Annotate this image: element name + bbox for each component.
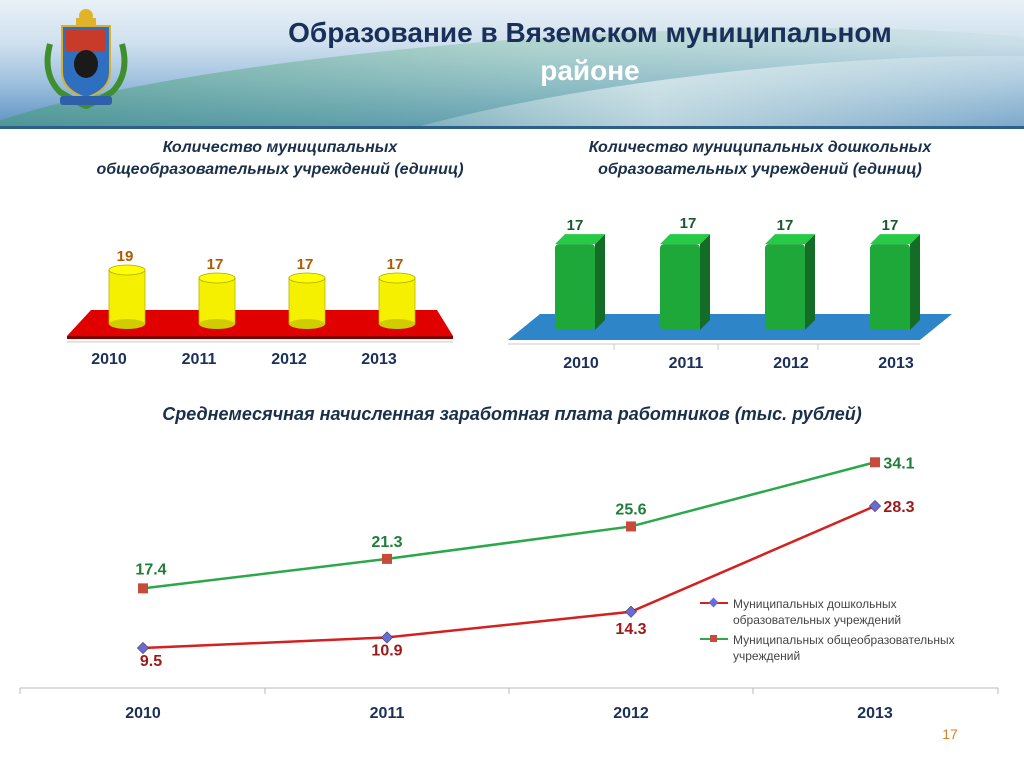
legend-label-1b: образовательных учреждений — [733, 613, 902, 627]
title-line-2: районе — [540, 55, 640, 86]
chart-1-tick-label: 2012 — [271, 351, 307, 368]
chart-3-data-label: 25.6 — [615, 501, 646, 518]
chart-2-data-label: 17 — [680, 215, 697, 232]
chart-3-point — [868, 500, 882, 513]
chart-1-bar-top — [108, 264, 146, 276]
chart-1-data-label: 17 — [387, 256, 404, 273]
chart-2-tick-label: 2010 — [563, 355, 599, 372]
chart-2-bar-side — [700, 234, 710, 330]
chart-3-point — [138, 583, 148, 594]
page-title: Образование в Вяземском муниципальном ра… — [180, 14, 1000, 90]
chart-1-data-label: 17 — [297, 256, 314, 273]
chart-3-data-label: 9.5 — [140, 653, 162, 670]
chart-1-bar-top — [378, 272, 416, 284]
chart-2-bar — [765, 234, 815, 330]
chart-1-bar — [198, 272, 236, 329]
coat-of-arms-icon — [44, 9, 128, 110]
chart-1-data-label: 17 — [207, 256, 224, 273]
chart-1-bar — [288, 272, 326, 329]
chart-1-data-label: 19 — [117, 248, 134, 265]
chart-3-tick-label: 2011 — [370, 705, 405, 722]
chart-2-bar-front — [555, 244, 595, 330]
chart-3-data-label: 28.3 — [883, 499, 914, 516]
chart-2-bar-front — [765, 244, 805, 330]
chart-2-bar-top — [555, 234, 605, 245]
legend-label-1a: Муниципальных дошкольных — [733, 597, 897, 611]
chart-3-point — [870, 457, 880, 468]
title-line-1: Образование в Вяземском муниципальном — [288, 17, 892, 48]
chart-3-data-label: 21.3 — [371, 534, 402, 551]
header-banner — [0, 0, 1024, 126]
chart-2-tick-label: 2013 — [878, 355, 914, 372]
chart-2-tick-label: 2011 — [669, 355, 704, 372]
chart-1-bar-body — [378, 277, 416, 325]
chart-3-point — [380, 631, 394, 644]
chart-2-floor — [508, 314, 952, 340]
chart-3-data-label: 10.9 — [371, 642, 402, 659]
chart-3-data-label: 34.1 — [883, 455, 914, 472]
chart-3-tick-label: 2012 — [613, 705, 649, 722]
chart-2-bar-top — [765, 234, 815, 245]
legend-item-preschool: Муниципальных дошкольных образовательных… — [700, 596, 1010, 628]
chart-2-bar-top — [660, 234, 710, 245]
chart-1-bar-top — [288, 272, 326, 284]
chart-2-bar-side — [595, 234, 605, 330]
legend-label-2b: учреждений — [733, 649, 801, 663]
chart-1-bar-base — [379, 319, 415, 329]
chart-1-bar-base — [289, 319, 325, 329]
chart-3-series-line — [142, 504, 876, 650]
chart-3-tick-label: 2013 — [857, 705, 893, 722]
legend-item-schools: Муниципальных общеобразовательных учрежд… — [700, 632, 1010, 664]
legend-square-marker — [710, 635, 717, 642]
chart-3-data-label: 14.3 — [615, 621, 646, 638]
chart-1-title: Количество муниципальных общеобразовател… — [96, 139, 464, 178]
chart-1-tick-label: 2010 — [91, 351, 127, 368]
chart-3-point — [626, 521, 636, 532]
chart-1-bar-body — [108, 269, 146, 325]
chart-1-floor-edge — [67, 336, 453, 339]
chart-3-title: Среднемесячная начисленная заработная пл… — [162, 404, 862, 424]
chart-3-legend: Муниципальных дошкольных образовательных… — [700, 596, 1010, 668]
chart-2-bar-top — [870, 234, 920, 245]
chart-1-bar-body — [288, 277, 326, 325]
chart-1-bar-base — [109, 319, 145, 329]
chart-1-bar — [378, 272, 416, 329]
chart-2-tick-label: 2012 — [773, 355, 809, 372]
chart-2-bar-front — [870, 244, 910, 330]
preschools-bar-chart: 17 2010 17 2011 17 2012 17 2013 — [508, 215, 952, 372]
chart-1-tick-label: 2013 — [361, 351, 397, 368]
chart-3-tick-label: 2010 — [125, 705, 161, 722]
header-divider — [0, 126, 1024, 129]
chart-2-bar-front — [660, 244, 700, 330]
chart-2-bar-side — [910, 234, 920, 330]
salary-line-chart: 2010 2011 2012 2013 9.5 10.9 14.3 28.3 17.4 21.3 2… — [19, 455, 999, 722]
chart-2-bar — [555, 234, 605, 330]
chart-2-data-label: 17 — [882, 217, 899, 234]
chart-2-bar-side — [805, 234, 815, 330]
chart-2-bar — [660, 234, 710, 330]
chart-2-data-label: 17 — [777, 217, 794, 234]
page-number: 17 — [942, 726, 958, 742]
chart-2-bar — [870, 234, 920, 330]
legend-label-2a: Муниципальных общеобразовательных — [733, 633, 955, 647]
legend-diamond-marker — [708, 597, 719, 608]
chart-1-tick-label: 2011 — [182, 351, 217, 368]
chart-3-data-label: 17.4 — [135, 561, 166, 578]
chart-1-bar-top — [198, 272, 236, 284]
chart-3-point — [382, 553, 392, 564]
chart-2-title: Количество муниципальных дошкольных обра… — [588, 139, 932, 178]
chart-1-bar-body — [198, 277, 236, 325]
chart-1-bar — [108, 264, 146, 329]
schools-bar-chart: 19 2010 17 2011 17 2012 17 2013 — [67, 248, 453, 368]
chart-3-point — [136, 641, 150, 655]
chart-3-series-line — [142, 461, 876, 590]
chart-1-bar-base — [199, 319, 235, 329]
chart-3-point — [624, 605, 638, 618]
chart-2-data-label: 17 — [567, 217, 584, 234]
chart-1-floor — [67, 310, 453, 336]
